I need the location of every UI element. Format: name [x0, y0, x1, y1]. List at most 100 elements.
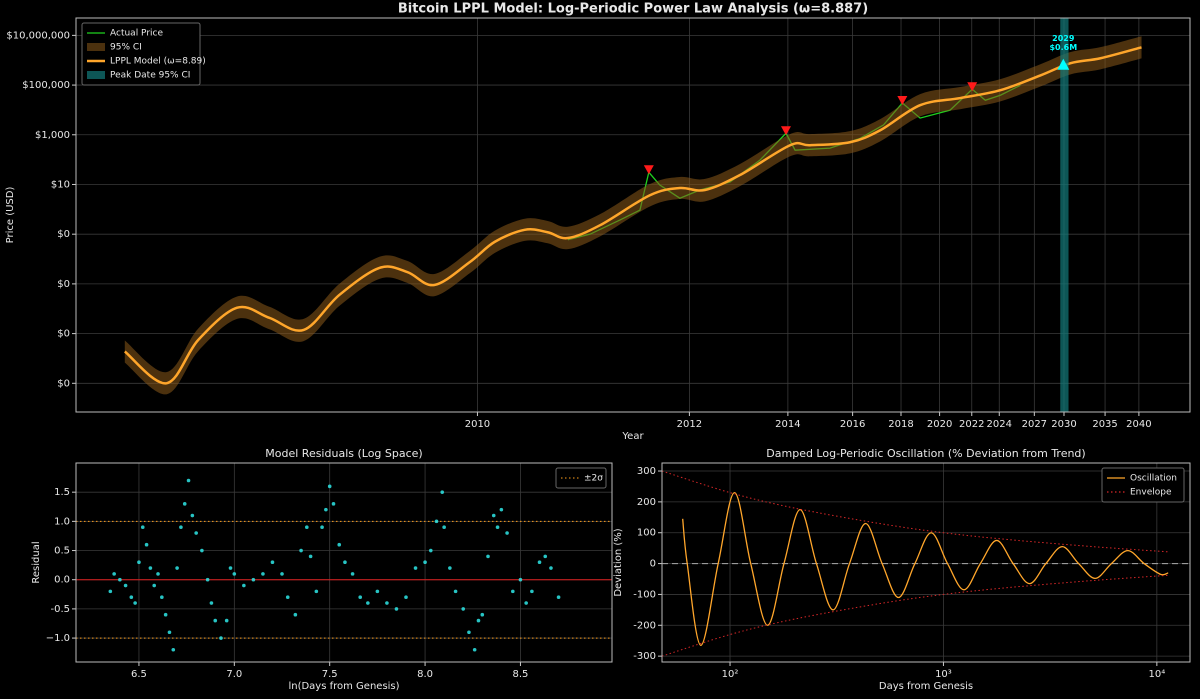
- residual-point: [194, 531, 198, 535]
- residual-point: [152, 583, 157, 588]
- residual-point: [213, 618, 218, 623]
- residual-point: [343, 560, 347, 565]
- y-tick-label: 0: [650, 559, 656, 570]
- peak-marker: [643, 165, 654, 175]
- x-tick-label: 2016: [840, 419, 865, 430]
- residual-point: [108, 589, 113, 594]
- residual-point: [129, 595, 134, 600]
- series-line-lower: [662, 574, 1169, 657]
- legend-box: [555, 467, 607, 489]
- residual-point: [163, 612, 168, 617]
- series-line: [123, 46, 1142, 385]
- x-tick-label: 2022: [959, 419, 984, 430]
- peak-marker: [967, 82, 978, 92]
- residual-point: [467, 630, 471, 635]
- residual-point: [442, 525, 446, 529]
- x-tick-label: 2040: [1126, 419, 1151, 430]
- y-tick-label: $1,000: [35, 130, 70, 141]
- x-tick-label: 2018: [888, 419, 913, 430]
- series-line: [662, 470, 1169, 553]
- y-tick-label: 0.5: [54, 546, 70, 557]
- x-tick-label: 2020: [927, 419, 952, 430]
- residual-point: [118, 577, 122, 582]
- x-axis-label: Days from Genesis: [879, 681, 973, 692]
- residual-point: [480, 612, 485, 617]
- y-tick-label: -200: [633, 620, 656, 631]
- y-tick-label: $10,000,000: [6, 30, 70, 41]
- legend-swatch: [87, 71, 105, 79]
- x-axis-label: ln(Days from Genesis): [288, 681, 399, 692]
- residual-point: [476, 618, 481, 623]
- residual-point: [232, 572, 237, 576]
- residual-point: [366, 601, 370, 605]
- legend-label: Envelope: [1130, 488, 1172, 498]
- residual-point: [404, 595, 408, 600]
- residual-point: [556, 595, 561, 600]
- residual-point: [285, 595, 290, 600]
- legend-label: ±2σ: [584, 474, 603, 484]
- panel: 10² 10³ 10⁴ -300 -200 -100 0 100 200 300 Damped Lo…: [613, 447, 1191, 692]
- x-tick-label: 6.5: [131, 669, 147, 680]
- residual-point: [505, 531, 509, 535]
- residual-point: [305, 525, 309, 529]
- x-axis-label: Year: [621, 431, 644, 442]
- residual-point: [228, 566, 233, 570]
- residual-point: [299, 548, 303, 553]
- residual-point: [123, 583, 128, 588]
- residual-point: [461, 607, 466, 611]
- residual-point: [133, 601, 137, 605]
- residual-point: [242, 583, 246, 588]
- x-tick-label: 8.0: [417, 669, 433, 680]
- residual-point: [453, 589, 458, 594]
- residual-point: [261, 572, 265, 576]
- x-tick-label: 10⁴: [1148, 669, 1165, 680]
- residual-point: [495, 525, 500, 529]
- plot-frame: [661, 462, 1191, 663]
- residual-point: [179, 525, 183, 529]
- y-tick-label: 1.5: [54, 487, 70, 498]
- residual-point: [358, 595, 363, 600]
- chart-title: Damped Log-Periodic Oscillation (% Devia…: [766, 447, 1085, 460]
- residual-point: [182, 502, 187, 506]
- legend-box: [1101, 467, 1185, 503]
- residual-point: [537, 560, 542, 565]
- residual-point: [440, 490, 445, 494]
- residual-point: [543, 554, 548, 559]
- panel: 2010 2012 2014 2016 2018 2020 2022 2024 2027 2030…: [5, 2, 1191, 442]
- residual-point: [270, 560, 275, 565]
- residual-point: [530, 589, 534, 594]
- x-tick-label: 7.0: [226, 669, 242, 680]
- residual-point: [314, 589, 319, 594]
- residual-point: [337, 542, 342, 547]
- legend-label: LPPL Model (ω=8.89): [110, 57, 206, 67]
- peak-marker: [780, 126, 791, 136]
- residual-point: [140, 525, 145, 529]
- peak-marker: [897, 95, 908, 105]
- x-tick-label: 2010: [465, 419, 490, 430]
- residual-point: [209, 601, 214, 605]
- residual-point: [144, 542, 149, 547]
- residual-point: [511, 589, 515, 594]
- x-tick-label: 10³: [935, 669, 952, 680]
- x-tick-label: 2024: [987, 419, 1012, 430]
- residual-point: [160, 595, 164, 600]
- y-tick-label: 100: [637, 528, 656, 539]
- residual-point: [320, 525, 324, 529]
- residual-point: [200, 548, 204, 553]
- y-axis-label: Deviation (%): [613, 528, 624, 596]
- residual-point: [499, 507, 504, 512]
- residual-point: [156, 572, 160, 576]
- y-tick-label: $0: [57, 329, 70, 340]
- residual-point: [375, 589, 380, 594]
- y-tick-label: $0: [57, 279, 70, 290]
- residual-point: [423, 560, 427, 565]
- residual-point: [518, 577, 523, 582]
- residual-point: [331, 502, 336, 506]
- plot-content: [123, 18, 1142, 412]
- y-tick-label: $10: [51, 179, 70, 190]
- y-tick-label: 1.0: [54, 516, 70, 527]
- residual-point: [524, 601, 528, 605]
- x-tick-label: 2030: [1051, 419, 1076, 430]
- legend-label: Oscillation: [1130, 474, 1177, 484]
- plot-content: [76, 478, 612, 652]
